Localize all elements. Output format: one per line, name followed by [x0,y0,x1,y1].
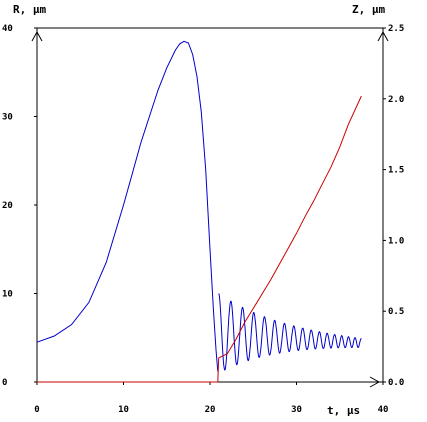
x-tick-label: 0 [34,405,39,415]
tick-labels: 0 10 20 30 40 0 10 20 30 40 0.0 0.5 1.0 1.5 2.0 2.5 [2,24,404,415]
y-left-tick-label: 10 [2,290,13,300]
x-tick-label: 40 [378,405,389,415]
series-line-3 [37,95,362,383]
x-tick-label: 20 [205,405,216,415]
y-right-tick-label: 2.5 [388,24,404,34]
y-left-tick-label: 40 [2,24,13,34]
series-line-2 [218,293,362,371]
x-tick-label: 30 [291,405,302,415]
y-right-tick-label: 2.0 [388,95,404,105]
y-left-tick-label: 0 [2,378,7,388]
series-lines [36,40,362,383]
y-right-arrow-icon [377,30,389,42]
y-left-tick-label: 30 [2,113,13,123]
axes [31,27,389,388]
x-tick-label: 10 [118,405,129,415]
y-left-arrow-icon [31,30,43,42]
x-arrow-icon [369,376,381,388]
y-left-tick-label: 20 [2,201,13,211]
y-right-tick-label: 0.0 [388,378,404,388]
y-right-tick-label: 0.5 [388,307,404,317]
y-left-axis-label: R, μm [13,3,46,16]
series-line-1 [36,40,219,372]
y-right-tick-label: 1.0 [388,236,404,246]
y-right-tick-label: 1.5 [388,166,404,176]
x-axis-label: t, μs [327,404,360,417]
y-right-axis-label: Z, μm [352,3,385,16]
